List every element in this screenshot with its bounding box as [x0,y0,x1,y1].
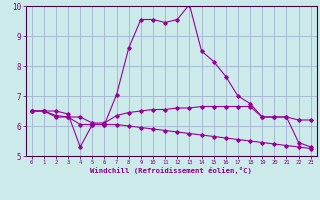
X-axis label: Windchill (Refroidissement éolien,°C): Windchill (Refroidissement éolien,°C) [90,167,252,174]
